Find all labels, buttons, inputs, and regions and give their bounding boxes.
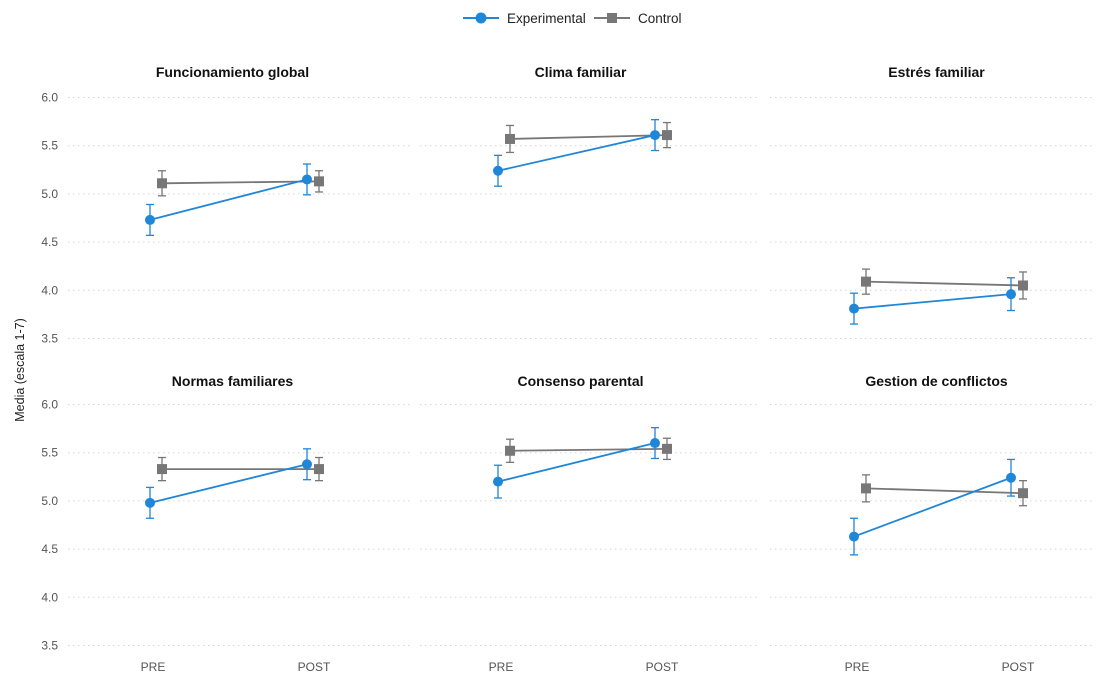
series-line [865,487,1024,495]
legend-circle-marker [475,12,487,24]
series-control [861,268,1028,300]
panel-5: Consenso parental PRE POST [420,373,760,674]
panel-title: Normas familiares [172,373,294,389]
series-line [497,442,656,483]
series-control [157,170,324,197]
series-line [853,293,1012,310]
series-control [505,121,672,154]
legend-label: Experimental [507,11,586,26]
data-point [493,476,503,487]
series-line [509,134,668,140]
series-control [505,437,672,463]
panel-3: Estrés familiar [770,64,1095,339]
panel-title: Clima familiar [535,64,627,80]
series-line [149,178,308,221]
data-point [1006,289,1016,300]
series-line [853,476,1012,538]
data-point [157,464,167,475]
series-experimental [493,119,660,187]
panel-1: 3.5 4.0 4.5 5.0 5.5 6.0 Funcionamiento global [41,64,410,346]
legend-square-marker [607,13,617,23]
panels: 3.5 4.0 4.5 5.0 5.5 6.0 Funcionamiento global C… [41,64,1095,674]
panel-4: 3.5 4.0 4.5 5.0 5.5 6.0 Normas familiares PRE PO… [41,373,410,674]
data-point [849,303,859,314]
legend-item-control: Control [594,11,682,26]
data-point [662,130,672,141]
data-point [1018,488,1028,499]
data-point [849,531,859,542]
data-point [861,483,871,494]
x-tick-label: POST [646,660,679,674]
series-line [865,280,1024,287]
data-point [505,133,515,144]
y-tick-label: 4.5 [41,235,58,249]
y-tick-label: 4.5 [41,542,58,556]
y-tick-label: 5.5 [41,139,58,153]
series-line [497,134,656,172]
y-tick-label: 5.0 [41,187,58,201]
series-line [161,180,320,185]
data-point [1006,472,1016,483]
data-point [145,214,155,225]
panel-title: Funcionamiento global [156,64,309,80]
y-tick-label: 4.0 [41,590,58,604]
data-point [302,174,312,185]
x-tick-label: POST [1002,660,1035,674]
y-tick-label: 3.5 [41,332,58,346]
series-experimental [493,426,660,499]
y-tick-label: 6.0 [41,91,58,105]
series-control [861,474,1028,507]
data-point [157,178,167,189]
panel-2: Clima familiar [420,64,760,339]
panel-title: Estrés familiar [888,64,985,80]
panel-6: Gestion de conflictos PRE POST [770,373,1095,674]
series-control [157,456,324,482]
legend-label: Control [638,11,682,26]
series-line [149,463,308,504]
legend: Experimental Control [463,11,682,26]
y-tick-label: 4.0 [41,283,58,297]
data-point [314,176,324,187]
data-point [314,464,324,475]
x-tick-label: PRE [845,660,870,674]
y-axis-label: Media (escala 1-7) [13,318,27,422]
legend-item-experimental: Experimental [463,11,586,26]
series-line [509,447,668,452]
x-tick-label: PRE [489,660,514,674]
series-experimental [145,448,312,519]
data-point [662,443,672,454]
data-point [650,438,660,449]
series-experimental [145,163,312,237]
data-point [302,459,312,470]
y-tick-label: 3.5 [41,639,58,653]
panel-title: Gestion de conflictos [865,373,1008,389]
x-tick-label: PRE [141,660,166,674]
y-tick-label: 5.5 [41,446,58,460]
data-point [1018,280,1028,291]
y-tick-label: 5.0 [41,494,58,508]
y-tick-label: 6.0 [41,398,58,412]
data-point [505,445,515,456]
data-point [650,130,660,141]
data-point [493,165,503,176]
panel-title: Consenso parental [517,373,643,389]
data-point [145,497,155,508]
series-experimental [849,458,1016,556]
series-experimental [849,277,1016,325]
x-tick-label: POST [298,660,331,674]
data-point [861,276,871,287]
